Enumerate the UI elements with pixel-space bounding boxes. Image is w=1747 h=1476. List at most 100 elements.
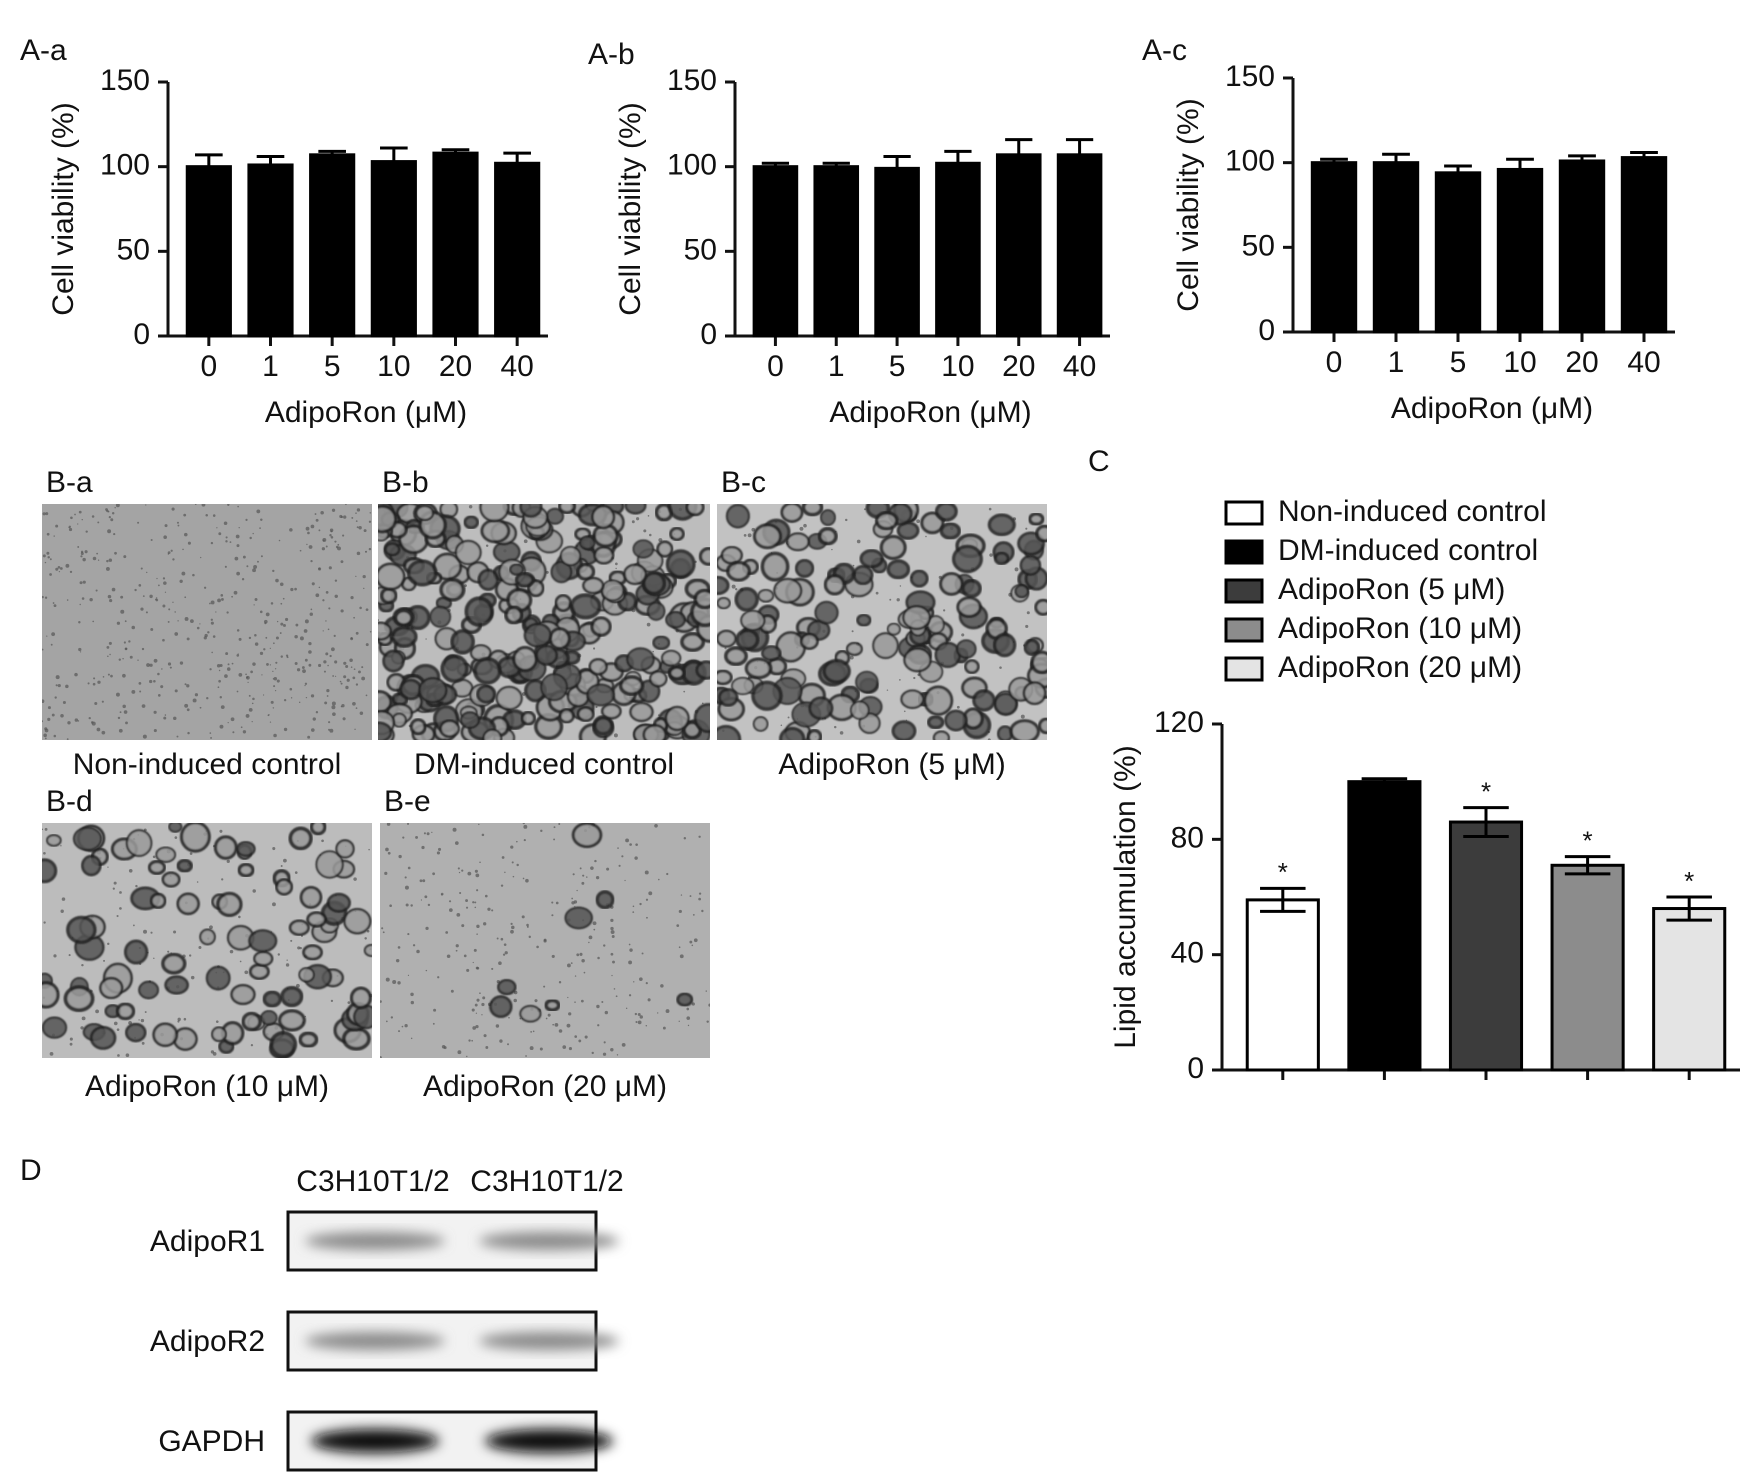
speck	[321, 547, 325, 551]
speck	[267, 714, 270, 717]
cell	[199, 928, 216, 946]
speck	[212, 635, 216, 638]
speck	[365, 643, 369, 647]
speck	[53, 954, 57, 958]
cell	[535, 644, 559, 666]
speck	[188, 954, 192, 957]
cell	[523, 622, 552, 648]
cell	[801, 504, 824, 517]
speck	[190, 619, 194, 624]
speck	[540, 829, 543, 833]
speck	[875, 591, 879, 595]
speck	[225, 652, 229, 656]
cell	[1023, 638, 1041, 656]
speck	[294, 634, 298, 639]
speck	[334, 675, 337, 677]
cell	[849, 700, 870, 720]
speck	[279, 582, 284, 587]
speck	[476, 933, 478, 935]
speck	[525, 1055, 527, 1057]
speck	[47, 556, 50, 559]
speck	[666, 872, 669, 876]
cell	[398, 678, 423, 701]
speck	[501, 856, 505, 859]
band	[305, 1232, 445, 1250]
speck	[42, 595, 44, 599]
speck	[731, 584, 736, 589]
speck	[254, 633, 257, 637]
speck	[252, 532, 254, 535]
speck	[189, 852, 193, 855]
speck	[320, 510, 324, 515]
speck	[179, 579, 183, 583]
speck	[266, 662, 269, 666]
panel-label: A-c	[1142, 34, 1187, 67]
speck	[331, 508, 336, 512]
speck	[495, 1024, 500, 1028]
speck	[120, 609, 125, 614]
speck	[128, 640, 131, 643]
speck	[611, 935, 615, 938]
speck	[386, 823, 391, 826]
speck	[318, 586, 321, 589]
speck	[205, 513, 208, 517]
speck	[116, 914, 119, 918]
error-bar	[1444, 164, 1472, 182]
speck	[308, 641, 312, 646]
error-bar	[883, 155, 911, 182]
speck	[157, 672, 160, 676]
speck	[186, 684, 190, 688]
cell	[230, 983, 256, 1006]
speck	[93, 677, 96, 680]
speck	[270, 700, 274, 704]
speck	[220, 594, 224, 597]
speck	[615, 562, 618, 566]
cell	[667, 664, 687, 681]
speck	[82, 580, 86, 584]
speck	[405, 903, 409, 907]
y-tick-label: 50	[684, 233, 717, 266]
speck	[358, 670, 361, 674]
speck	[751, 527, 756, 532]
speck	[363, 587, 365, 590]
cell	[909, 569, 929, 588]
error-bar	[1630, 151, 1658, 165]
speck	[592, 921, 597, 926]
speck	[390, 1016, 394, 1019]
cell	[495, 685, 523, 711]
speck	[177, 524, 180, 527]
speck	[481, 1002, 485, 1007]
speck	[325, 620, 327, 622]
micrograph-caption: AdipoRon (20 μM)	[423, 1070, 667, 1103]
speck	[555, 901, 559, 905]
x-tick-label: 40	[1627, 346, 1660, 379]
speck	[448, 900, 452, 903]
speck	[277, 953, 281, 956]
speck	[629, 948, 633, 952]
speck	[303, 629, 308, 633]
speck	[350, 596, 354, 600]
speck	[237, 653, 239, 655]
speck	[437, 847, 442, 851]
speck	[342, 717, 346, 721]
cell	[509, 563, 525, 576]
speck	[692, 913, 695, 916]
speck	[468, 1039, 471, 1042]
speck	[474, 906, 477, 909]
bar	[1620, 156, 1668, 334]
bar	[309, 153, 356, 338]
speck	[558, 1029, 563, 1033]
significance-label: *	[1278, 857, 1288, 887]
error-bar	[1463, 806, 1509, 838]
speck	[183, 513, 187, 517]
speck	[116, 1028, 120, 1031]
cell	[649, 670, 668, 688]
speck	[327, 664, 329, 667]
cell	[618, 675, 645, 696]
speck	[209, 668, 212, 671]
speck	[387, 851, 391, 855]
speck	[171, 507, 175, 511]
speck	[254, 597, 258, 601]
speck	[299, 549, 302, 552]
